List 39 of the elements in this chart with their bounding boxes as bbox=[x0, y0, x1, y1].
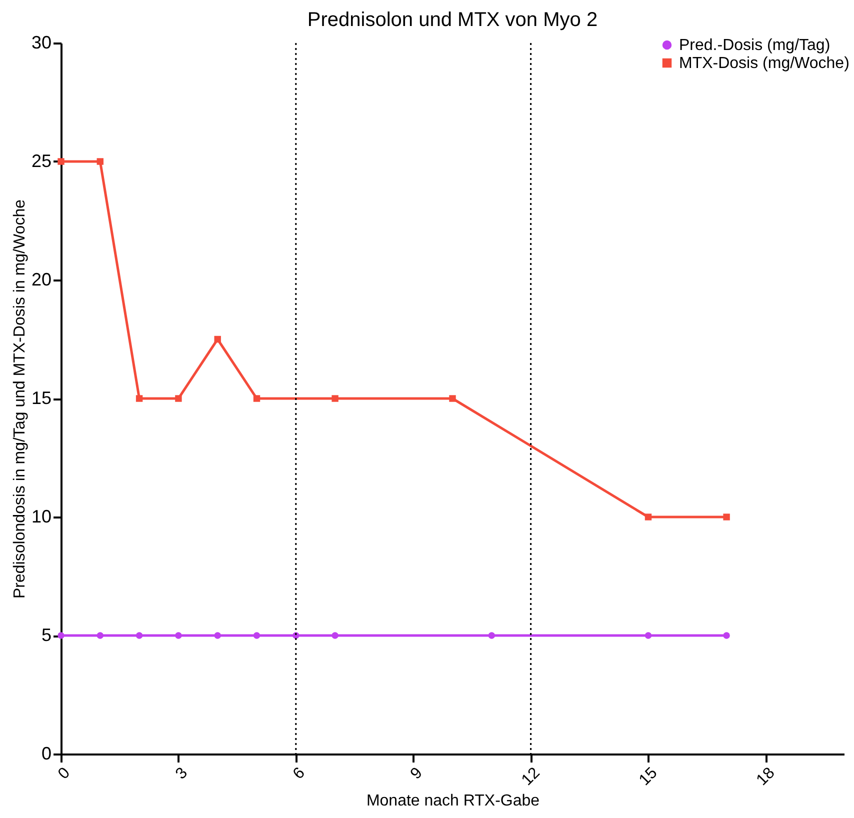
point bbox=[723, 514, 730, 520]
point bbox=[332, 395, 338, 402]
point bbox=[58, 158, 64, 165]
chart-title: Prednisolon und MTX von Myo 2 bbox=[307, 9, 598, 31]
y-tick-label: 0 bbox=[41, 744, 52, 764]
y-tick-label: 25 bbox=[31, 151, 52, 171]
y-axis-title: Predisolondosis in mg/Tag und MTX-Dosis in mg/Woche bbox=[11, 199, 28, 598]
y-tick-label: 15 bbox=[31, 388, 52, 408]
legend-label: Pred.-Dosis (mg/Tag) bbox=[679, 37, 830, 54]
point bbox=[253, 395, 260, 402]
x-tick-label: 6 bbox=[290, 764, 308, 783]
x-tick-label: 18 bbox=[754, 764, 778, 790]
y-tick-label: 5 bbox=[41, 625, 52, 645]
point bbox=[488, 632, 496, 639]
x-tick-label: 15 bbox=[636, 764, 661, 790]
point bbox=[136, 395, 143, 402]
x-tick-label: 9 bbox=[408, 764, 426, 783]
x-tick-label: 3 bbox=[172, 764, 192, 783]
y-tick-label: 10 bbox=[31, 506, 52, 526]
point bbox=[214, 336, 221, 343]
point bbox=[644, 632, 652, 639]
x-axis-title: Monate nach RTX-Gabe bbox=[366, 792, 540, 810]
x-tick-label: 0 bbox=[55, 764, 74, 783]
x-tick-label: 12 bbox=[518, 764, 544, 790]
point bbox=[175, 395, 182, 402]
point bbox=[214, 632, 221, 639]
point bbox=[96, 632, 104, 639]
point bbox=[136, 632, 143, 639]
point bbox=[96, 158, 104, 165]
point bbox=[253, 632, 260, 639]
point bbox=[332, 632, 338, 639]
point bbox=[58, 632, 64, 639]
point bbox=[449, 395, 456, 402]
point bbox=[644, 514, 652, 520]
y-tick-label: 20 bbox=[31, 270, 52, 290]
legend-label: MTX-Dosis (mg/Woche) bbox=[679, 55, 850, 72]
point bbox=[723, 632, 730, 639]
y-tick-label: 30 bbox=[31, 32, 52, 52]
point bbox=[175, 632, 182, 639]
